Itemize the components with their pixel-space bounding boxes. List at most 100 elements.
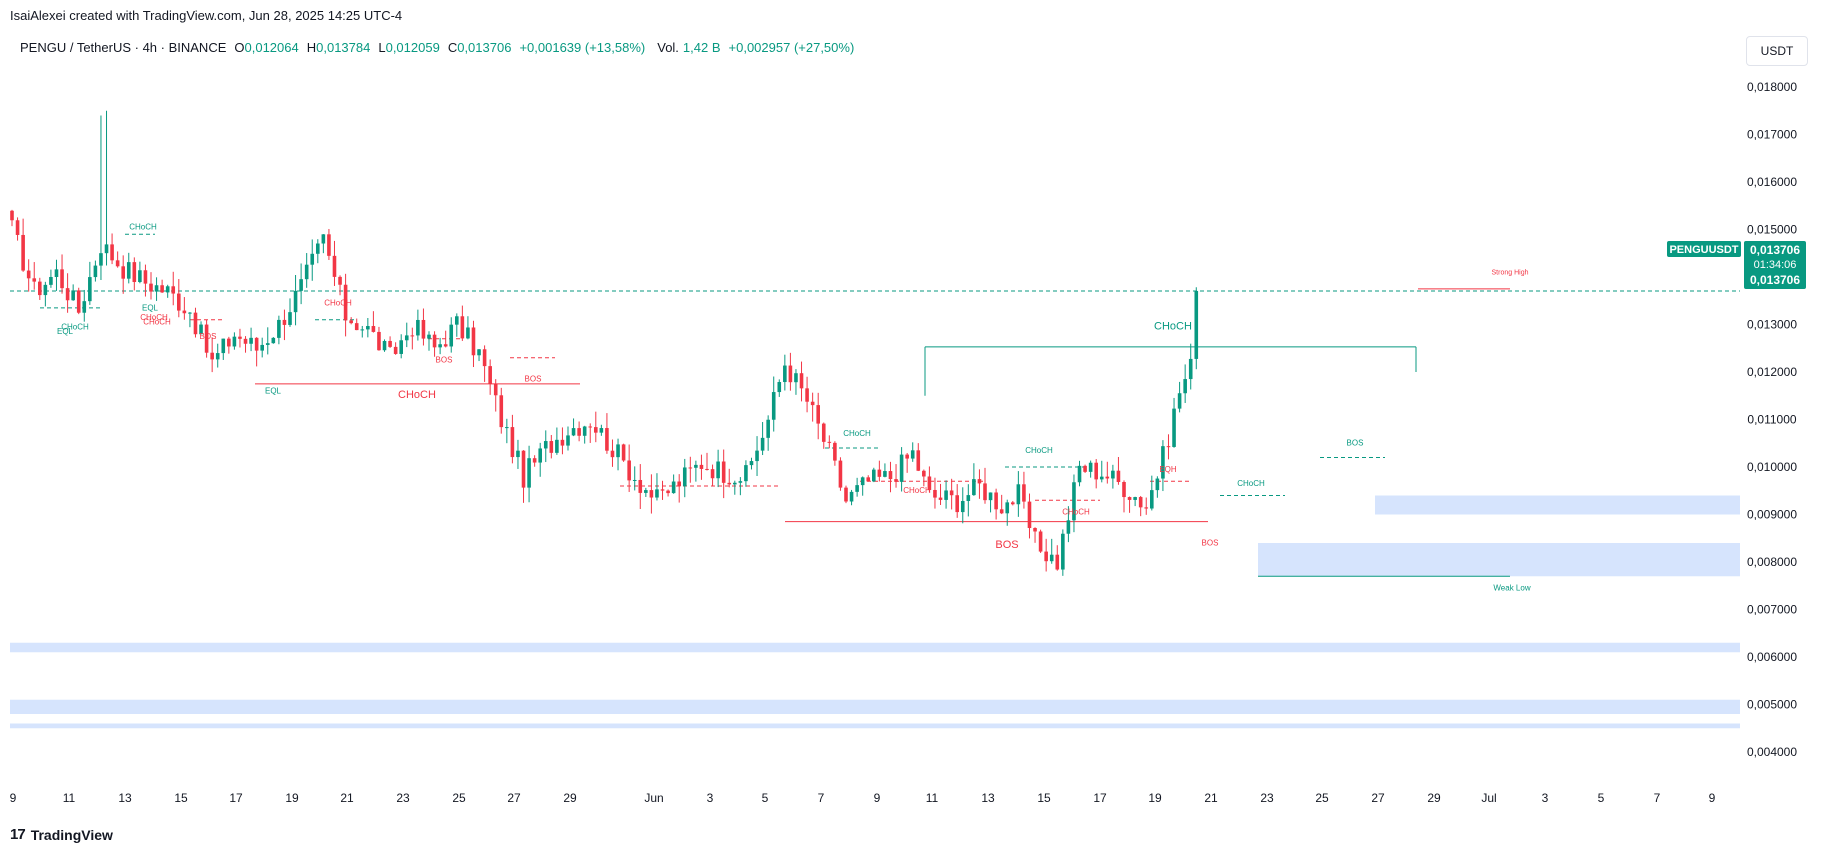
candle-body <box>60 269 64 289</box>
candle-body <box>860 477 865 486</box>
candle-body <box>983 483 987 501</box>
candle-body <box>833 442 837 461</box>
candle-body <box>677 481 681 487</box>
candle-body <box>477 349 481 356</box>
candle-body <box>371 326 376 332</box>
candle-body <box>455 316 459 325</box>
currency-button[interactable]: USDT <box>1746 36 1808 66</box>
candle-body <box>805 388 809 402</box>
x-tick-label: 17 <box>229 791 243 805</box>
candle-body <box>449 324 454 347</box>
candle-body <box>327 234 331 256</box>
tradingview-mark-icon: 17 <box>10 826 26 843</box>
candle-body <box>143 270 148 284</box>
candle-body <box>1105 476 1110 479</box>
candle-body <box>432 334 437 348</box>
candle-body <box>605 428 609 451</box>
candle-body <box>766 419 770 438</box>
x-tick-label: 3 <box>1542 791 1549 805</box>
candle-body <box>1049 554 1054 562</box>
candle-body <box>488 366 492 384</box>
candle-body <box>716 461 720 479</box>
candle-body <box>988 492 993 501</box>
candle-body <box>933 489 937 498</box>
candle-body <box>399 340 403 354</box>
candle-body <box>93 265 98 278</box>
y-tick-label: 0,008000 <box>1747 555 1797 569</box>
candle-body <box>994 492 998 510</box>
x-tick-label: 7 <box>1654 791 1661 805</box>
high-value: 0,013784 <box>316 40 371 55</box>
tradingview-logo[interactable]: 17 TradingView <box>10 826 113 843</box>
candle-body <box>627 460 631 481</box>
candle-body <box>132 262 137 283</box>
candle-body <box>360 329 365 331</box>
candle-body <box>816 405 820 424</box>
structure-label: CHoCH <box>143 318 171 327</box>
candle-body <box>827 441 832 443</box>
candle-body <box>543 441 548 449</box>
zones-layer <box>10 495 1740 729</box>
candle-body <box>610 450 615 458</box>
structure-label: CHoCH <box>398 389 436 401</box>
x-tick-label: 23 <box>396 791 410 805</box>
y-tick-label: 0,015000 <box>1747 223 1797 237</box>
candle-body <box>493 383 498 396</box>
candle-body <box>821 423 826 442</box>
candle-body <box>1161 446 1165 479</box>
candle-body <box>366 326 370 330</box>
candle-body <box>171 286 176 294</box>
x-tick-label: Jun <box>644 791 663 805</box>
candle-body <box>916 450 921 471</box>
x-tick-label: 5 <box>1598 791 1605 805</box>
candle-body <box>188 312 192 314</box>
structure-label: CHoCH <box>1025 446 1053 455</box>
candle-body <box>760 437 765 451</box>
candle-body <box>1038 531 1043 552</box>
supply-demand-zone <box>10 642 1740 653</box>
candle-body <box>1061 533 1065 570</box>
candle-body <box>594 427 598 433</box>
candle-body <box>705 468 709 470</box>
structure-label: CHoCH <box>140 313 168 322</box>
candle-body <box>538 448 542 463</box>
close-label: C <box>447 40 458 55</box>
change-value: +0,001639 (+13,58%) <box>519 40 646 55</box>
structure-label: CHoCH <box>1237 479 1265 488</box>
candles-layer <box>10 110 1199 576</box>
candle-body <box>922 470 926 477</box>
candle-body <box>666 490 670 494</box>
candle-body <box>899 454 904 482</box>
y-tick-label: 0,010000 <box>1747 460 1797 474</box>
volume-value: 1,42 B <box>682 40 721 55</box>
candle-body <box>1011 502 1015 505</box>
candle-body <box>1111 470 1115 479</box>
candle-body <box>293 290 298 313</box>
countdown-text: 01:34:06 <box>1754 259 1797 271</box>
ticker-badge-text: PENGUUSDT <box>1669 244 1738 256</box>
structure-label: BOS <box>1347 439 1364 448</box>
candle-body <box>755 450 759 462</box>
candle-body <box>960 500 965 513</box>
candle-body <box>138 270 142 283</box>
symbol-legend: PENGU / TetherUS · 4h · BINANCE O 0,0120… <box>20 40 854 55</box>
structure-label: CHoCH <box>903 486 931 495</box>
y-tick-label: 0,018000 <box>1747 80 1797 94</box>
candle-body <box>599 428 604 433</box>
candle-body <box>527 458 531 488</box>
structure-label: Weak Low <box>1493 584 1530 593</box>
supply-demand-zone <box>10 723 1740 729</box>
candle-body <box>710 469 715 479</box>
candle-body <box>721 461 726 483</box>
candle-body <box>54 269 59 277</box>
open-label: O <box>234 40 245 55</box>
candle-body <box>694 464 698 468</box>
high-label: H <box>306 40 317 55</box>
candle-body <box>82 301 87 313</box>
candle-body <box>316 243 320 254</box>
candle-body <box>1083 465 1087 472</box>
tradingview-brand: TradingView <box>30 826 113 843</box>
candle-body <box>1122 482 1126 498</box>
symbol-name[interactable]: PENGU / TetherUS · 4h · BINANCE <box>20 40 227 55</box>
